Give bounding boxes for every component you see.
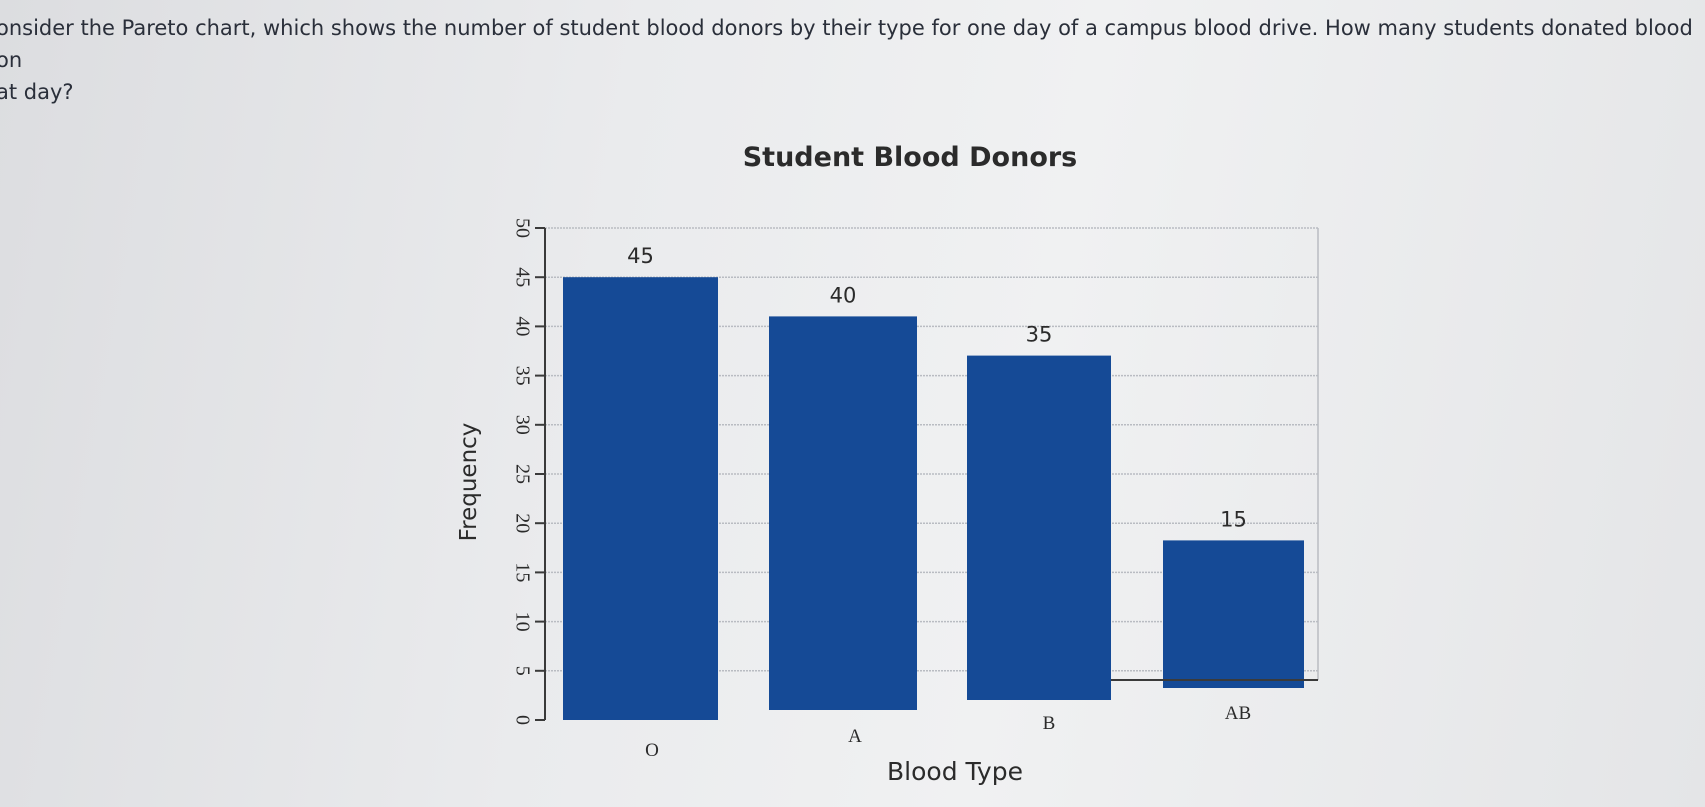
y-tick-label-40: 40 <box>511 316 533 336</box>
y-tick-label-25: 25 <box>511 464 533 484</box>
grid-lines <box>545 227 1319 680</box>
y-axis-label: Frequency <box>456 423 482 542</box>
question-line-2: at day? <box>0 80 74 104</box>
bar-O <box>563 277 718 720</box>
y-tick-label-45: 45 <box>511 267 533 287</box>
y-tick-label-35: 35 <box>511 366 533 386</box>
bars: 45 O 40 A 35 B 15 AB <box>563 244 1304 761</box>
y-tick-label-0: 0 <box>511 715 533 725</box>
bar-AB <box>1163 540 1304 688</box>
data-label-O: 45 <box>627 244 654 268</box>
y-tick-label-30: 30 <box>511 415 533 435</box>
x-tick-label-AB: AB <box>1225 703 1251 724</box>
y-tick-label-5: 5 <box>511 666 533 676</box>
data-label-B: 35 <box>1026 323 1053 347</box>
x-tick-label-A: A <box>848 726 862 747</box>
bar-B <box>967 355 1111 700</box>
bar-A <box>769 316 917 710</box>
y-tick-label-20: 20 <box>511 513 533 533</box>
data-label-AB: 15 <box>1220 507 1247 531</box>
chart-title: Student Blood Donors <box>743 142 1078 173</box>
x-axis-label: Blood Type <box>887 757 1023 786</box>
question-text: onsider the Pareto chart, which shows th… <box>0 12 1696 108</box>
x-tick-label-B: B <box>1043 713 1056 734</box>
data-label-A: 40 <box>830 283 857 307</box>
x-tick-label-O: O <box>645 740 659 761</box>
y-axis: 0 5 10 15 20 25 30 35 40 45 50 <box>511 218 1318 725</box>
y-tick-label-15: 15 <box>511 562 533 582</box>
question-line-1: onsider the Pareto chart, which shows th… <box>0 16 1693 72</box>
y-tick-label-10: 10 <box>511 612 533 632</box>
y-tick-label-50: 50 <box>511 218 533 238</box>
